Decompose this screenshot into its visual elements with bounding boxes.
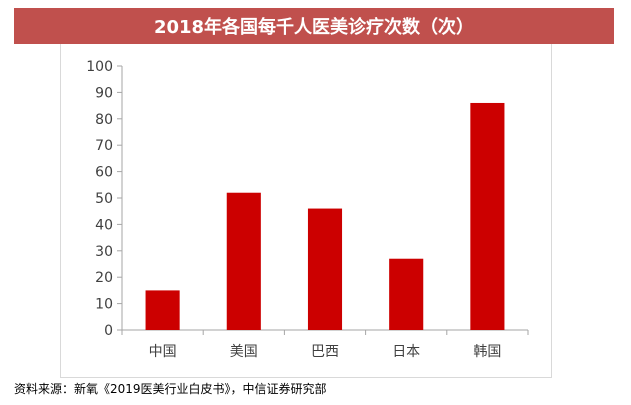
bar-2 — [226, 192, 261, 330]
x-tick-label: 美国 — [230, 344, 258, 360]
y-tick-label: 10 — [95, 297, 113, 313]
y-tick-label: 60 — [95, 165, 113, 181]
bar-1 — [145, 290, 180, 330]
x-tick-label: 韩国 — [473, 344, 501, 360]
bar-4 — [389, 258, 424, 330]
x-tick-label: 巴西 — [311, 344, 339, 360]
source-note: 资料来源：新氧《2019医美行业白皮书》，中信证券研究部 — [14, 382, 327, 396]
x-tick-label: 日本 — [392, 344, 420, 360]
y-tick-label: 70 — [95, 138, 113, 154]
y-tick-label: 20 — [95, 270, 113, 286]
y-tick-label: 40 — [95, 217, 113, 233]
chart-frame — [60, 44, 552, 378]
y-tick-label: 90 — [95, 85, 113, 101]
y-tick-label: 30 — [95, 244, 113, 260]
bar-5 — [470, 102, 505, 331]
y-tick-label: 100 — [86, 59, 113, 75]
bar-3 — [307, 208, 343, 330]
y-tick-label: 0 — [104, 323, 113, 339]
y-tick-label: 50 — [95, 191, 113, 207]
x-tick-label: 中国 — [149, 344, 177, 360]
chart-title: 2018年各国每千人医美诊疗次数（次） — [14, 8, 614, 44]
y-tick-label: 80 — [95, 112, 113, 128]
